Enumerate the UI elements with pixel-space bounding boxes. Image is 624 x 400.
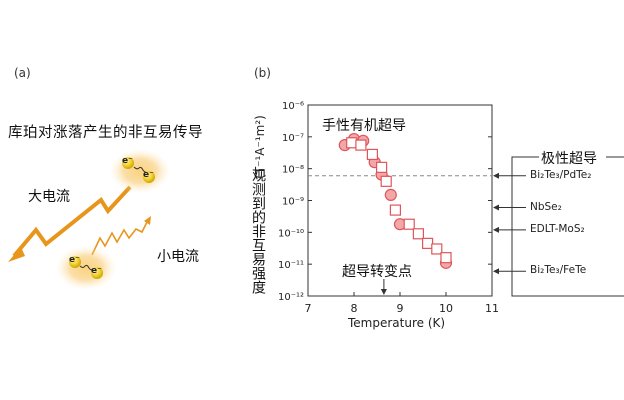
transition-arrow bbox=[380, 279, 387, 295]
panel-a-label: (a) bbox=[14, 66, 31, 80]
y-tick-label: 10⁻¹¹ bbox=[278, 260, 304, 271]
electron-label: e⁻ bbox=[91, 266, 102, 276]
polar-bracket bbox=[511, 156, 624, 297]
polar-item: EDLT-MoS₂ bbox=[530, 222, 585, 235]
data-point-square bbox=[431, 243, 443, 255]
y-tick-label: 10⁻⁹ bbox=[282, 197, 304, 208]
cooper-pair-upper bbox=[110, 149, 170, 193]
x-tick-label: 7 bbox=[305, 302, 312, 315]
data-point-square bbox=[403, 218, 415, 230]
polar-arrowhead bbox=[493, 226, 499, 233]
data-point-square bbox=[422, 237, 434, 249]
panel-a-illustration bbox=[8, 149, 170, 290]
electron-icon bbox=[91, 267, 103, 279]
small-current-label: 小电流 bbox=[157, 249, 199, 265]
polar-item: NbSe₂ bbox=[530, 200, 562, 213]
x-tick-label: 9 bbox=[397, 302, 404, 315]
polar-arrowhead bbox=[493, 172, 499, 179]
polar-arrowhead bbox=[493, 204, 499, 211]
electron-label: e⁻ bbox=[69, 255, 80, 265]
x-tick-label: 8 bbox=[351, 302, 358, 315]
polar-item: Bi₂Te₃/PdTe₂ bbox=[530, 168, 592, 181]
y-axis-label: 观测到的非互易强度 bbox=[250, 168, 266, 294]
y-tick-label: 10⁻⁸ bbox=[282, 165, 304, 176]
data-point-square bbox=[389, 204, 401, 216]
transition-label: 超导转变点 bbox=[342, 264, 412, 280]
small-current-arrow bbox=[91, 216, 151, 256]
chiral-label: 手性有机超导 bbox=[322, 118, 406, 134]
x-axis-label: Temperature (K) bbox=[348, 316, 446, 330]
cooper-pair-lower bbox=[56, 246, 116, 290]
x-tick-label: 10 bbox=[439, 302, 453, 315]
y-tick-label: 10⁻⁶ bbox=[282, 101, 304, 112]
data-point-square bbox=[376, 161, 388, 173]
electron-icon bbox=[122, 157, 134, 169]
data-point-circle bbox=[384, 188, 397, 201]
polar-item: Bi₂Te₃/FeTe bbox=[530, 264, 587, 277]
electron-label: e⁻ bbox=[122, 156, 133, 166]
y-tick-label: 10⁻¹² bbox=[278, 292, 304, 303]
polar-arrowhead bbox=[493, 268, 499, 275]
data-point-square bbox=[380, 175, 392, 187]
data-point-square bbox=[412, 228, 424, 240]
electron-icon bbox=[143, 171, 155, 183]
large-current-label: 大电流 bbox=[28, 189, 70, 205]
y-tick-label: 10⁻¹⁰ bbox=[278, 228, 304, 239]
data-point-square bbox=[346, 137, 358, 149]
panel-a-title: 库珀对涨落产生的非互易传导 bbox=[8, 125, 203, 141]
polar-box-title: 极性超导 bbox=[541, 151, 597, 167]
electron-label: e⁻ bbox=[143, 170, 154, 180]
large-current-arrow bbox=[8, 185, 132, 262]
data-point-square bbox=[440, 252, 452, 264]
y-tick-label: 10⁻⁷ bbox=[282, 133, 304, 144]
electron-icon bbox=[69, 256, 81, 268]
data-point-square bbox=[355, 139, 367, 151]
x-tick-label: 11 bbox=[485, 302, 499, 315]
data-point-square bbox=[366, 148, 378, 161]
panel-b-label: (b) bbox=[254, 66, 271, 80]
